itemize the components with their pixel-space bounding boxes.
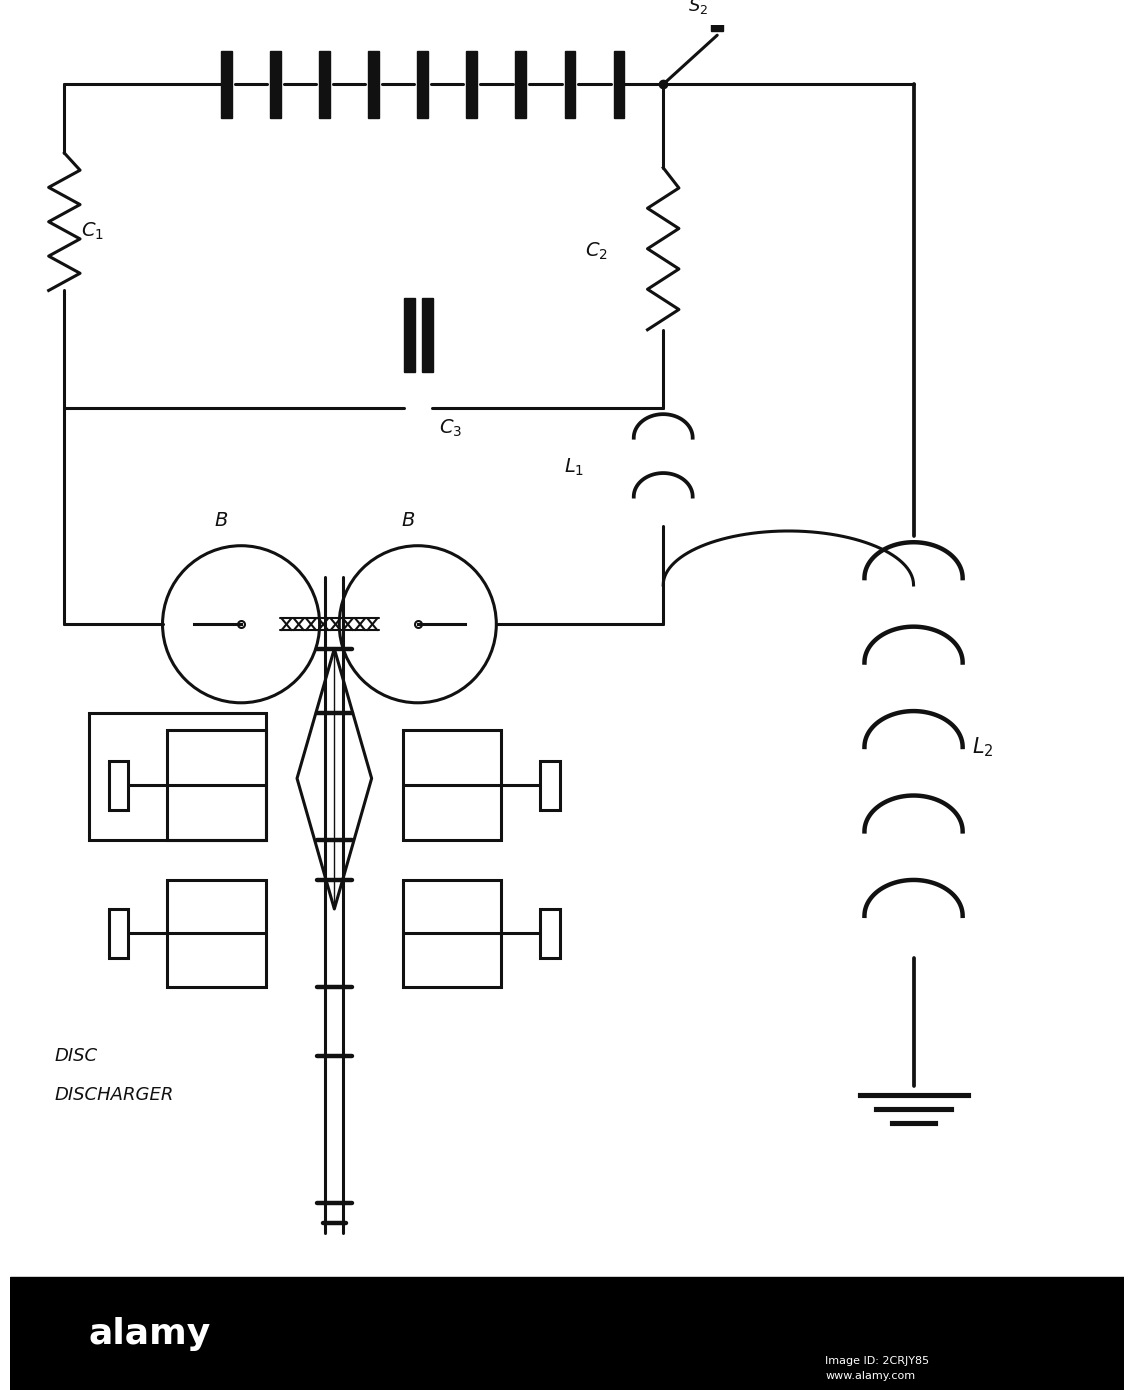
Bar: [221, 51, 231, 118]
Bar: [417, 51, 429, 118]
Text: $B$: $B$: [214, 512, 229, 530]
Bar: [168, 880, 265, 987]
Bar: [613, 51, 625, 118]
Bar: [466, 51, 477, 118]
Text: Image ID: 2CRJY85: Image ID: 2CRJY85: [826, 1355, 930, 1365]
Text: alamy: alamy: [88, 1318, 211, 1351]
Text: DISC: DISC: [54, 1047, 98, 1065]
Text: $B$: $B$: [400, 512, 415, 530]
Text: $S_2$: $S_2$: [687, 0, 708, 15]
Bar: [369, 51, 379, 118]
Text: DISCHARGER: DISCHARGER: [54, 1087, 174, 1105]
Bar: [168, 730, 265, 840]
Bar: [319, 51, 330, 118]
Bar: [10, 1277, 1124, 1390]
Bar: [565, 51, 575, 118]
Bar: [403, 880, 501, 987]
Text: $C_1$: $C_1$: [81, 221, 104, 242]
Bar: [403, 730, 501, 840]
Text: www.alamy.com: www.alamy.com: [826, 1372, 915, 1382]
Text: $C_2$: $C_2$: [585, 240, 608, 261]
Bar: [516, 51, 526, 118]
Text: $L_1$: $L_1$: [565, 456, 585, 478]
Bar: [88, 713, 265, 840]
Bar: [541, 909, 560, 958]
Bar: [541, 760, 560, 810]
Bar: [422, 299, 432, 373]
Bar: [109, 909, 128, 958]
Text: $C_3$: $C_3$: [439, 417, 463, 439]
Bar: [404, 299, 415, 373]
Bar: [270, 51, 281, 118]
Bar: [109, 760, 128, 810]
Text: $L_2$: $L_2$: [973, 735, 995, 759]
